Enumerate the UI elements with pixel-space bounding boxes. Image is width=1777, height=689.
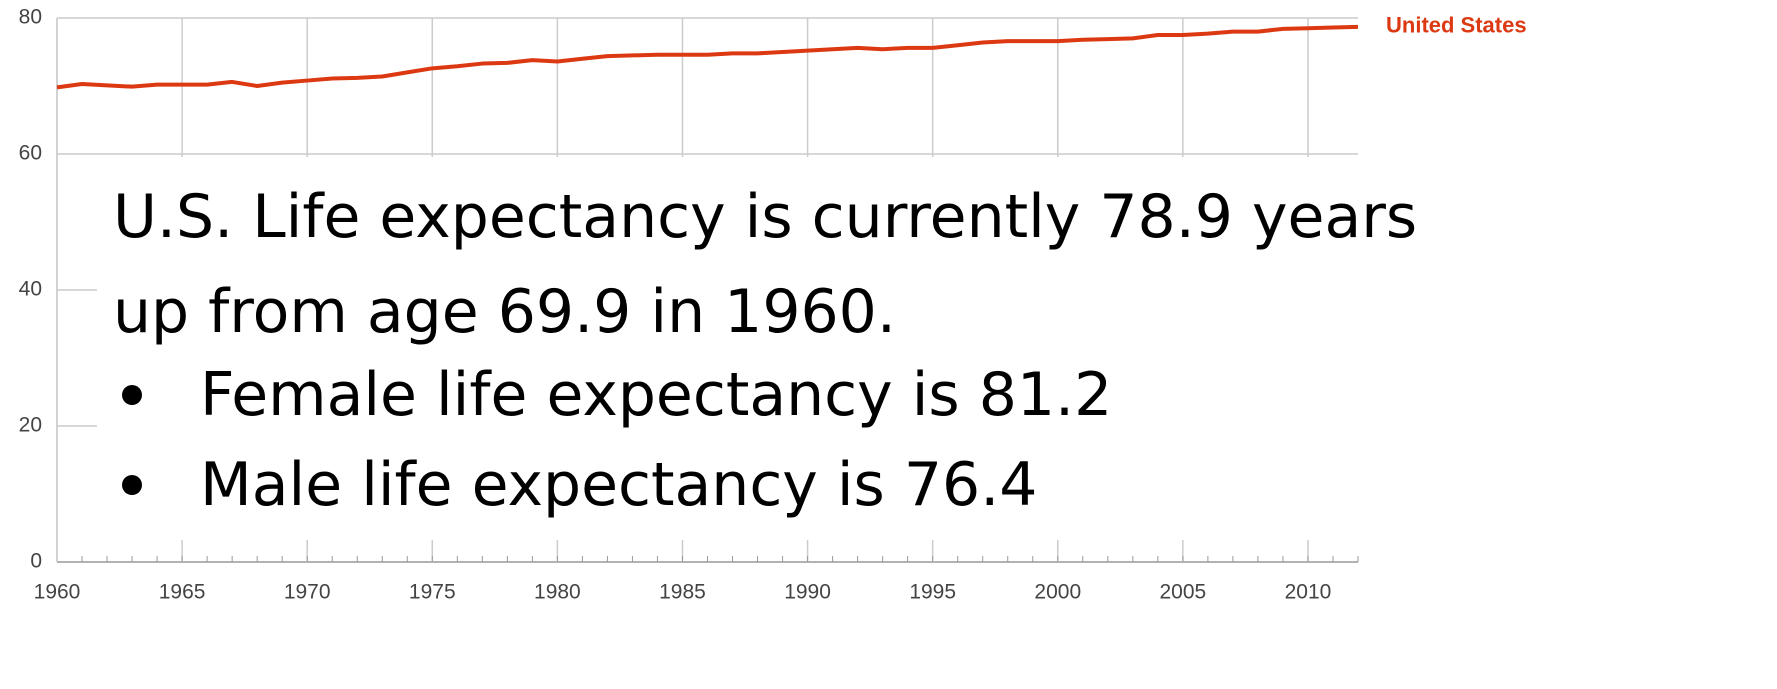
y-tick-label: 60 (19, 142, 42, 165)
x-tick-label: 1980 (534, 581, 581, 604)
x-tick-label: 1995 (909, 581, 956, 604)
x-tick-label: 1965 (159, 581, 206, 604)
x-tick-label: 2005 (1160, 581, 1207, 604)
x-tick-label: 2010 (1285, 581, 1332, 604)
x-tick-label: 1990 (784, 581, 831, 604)
series-label: United States (1386, 13, 1527, 38)
annotation-group: U.S. Life expectancy is currently 78.9 y… (113, 182, 1417, 520)
bullet (122, 385, 142, 405)
y-tick-label: 20 (19, 414, 42, 437)
grid: 0 20 40 60 80 1960 1965 1970 1975 1980 1985 1990 199… (19, 6, 1359, 604)
annotation: U.S. Life expectancy is currently 78.9 y… (113, 182, 1417, 252)
x-tick-label: 1970 (284, 581, 331, 604)
x-tick-label: 1960 (34, 581, 81, 604)
annotation: up from age 69.9 in 1960. (113, 277, 896, 347)
bullet (122, 475, 142, 495)
annotation: Female life expectancy is 81.2 (200, 360, 1112, 430)
y-tick-label: 40 (19, 278, 42, 301)
series-line (56, 24, 1359, 90)
marks: United States (56, 13, 1527, 90)
annotation: Male life expectancy is 76.4 (200, 450, 1037, 520)
x-tick-label: 1985 (659, 581, 706, 604)
x-tick-label: 1975 (409, 581, 456, 604)
y-tick-label: 0 (30, 550, 42, 573)
y-tick-label: 80 (19, 6, 42, 29)
x-tick-label: 2000 (1034, 581, 1081, 604)
annotation-box (97, 157, 1360, 540)
